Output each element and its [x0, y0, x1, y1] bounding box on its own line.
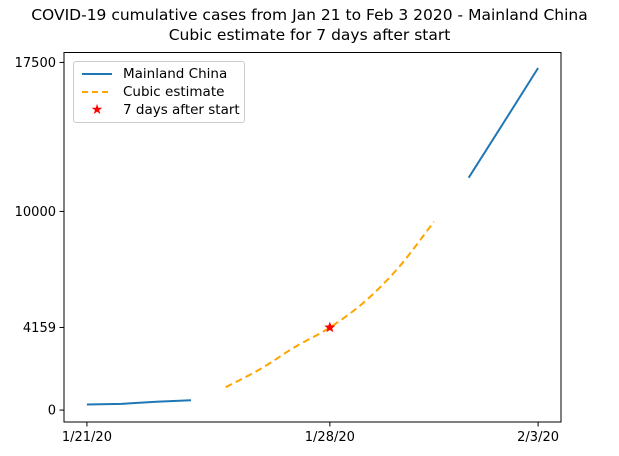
x-tick-label: 1/28/20 [305, 430, 355, 445]
legend-item-7-days-after-start: ★ 7 days after start [82, 101, 240, 119]
legend-item-mainland-china: Mainland China [82, 65, 236, 83]
chart-title: COVID-19 cumulative cases from Jan 21 to… [0, 5, 619, 45]
x-tick-label: 1/21/20 [62, 430, 112, 445]
solid-line-swatch-icon [82, 73, 112, 75]
series-line-cubic-estimate [225, 220, 435, 389]
series-line-mainland-china [86, 399, 192, 406]
legend-item-cubic-estimate: Cubic estimate [82, 83, 236, 101]
y-tick-label: 10000 [15, 205, 56, 220]
axes-spines [63, 52, 562, 423]
chart-title-line2: Cubic estimate for 7 days after start [168, 26, 451, 44]
x-tick-label: 2/3/20 [517, 430, 559, 445]
legend-label: Cubic estimate [123, 84, 225, 100]
y-tick-label: 4159 [23, 321, 56, 336]
y-tick-label: 0 [48, 404, 56, 419]
series-line-mainland-china [467, 67, 539, 179]
y-tick-label: 17500 [15, 56, 56, 71]
legend-label: 7 days after start [123, 102, 240, 118]
star-marker-swatch-icon: ★ [90, 102, 104, 118]
legend: Mainland China Cubic estimate ★ 7 days a… [73, 61, 245, 123]
chart-title-line1: COVID-19 cumulative cases from Jan 21 to… [31, 6, 588, 24]
star-marker-7-days-after-start [324, 321, 336, 333]
dashed-line-swatch-icon [82, 91, 112, 93]
legend-label: Mainland China [123, 66, 228, 82]
